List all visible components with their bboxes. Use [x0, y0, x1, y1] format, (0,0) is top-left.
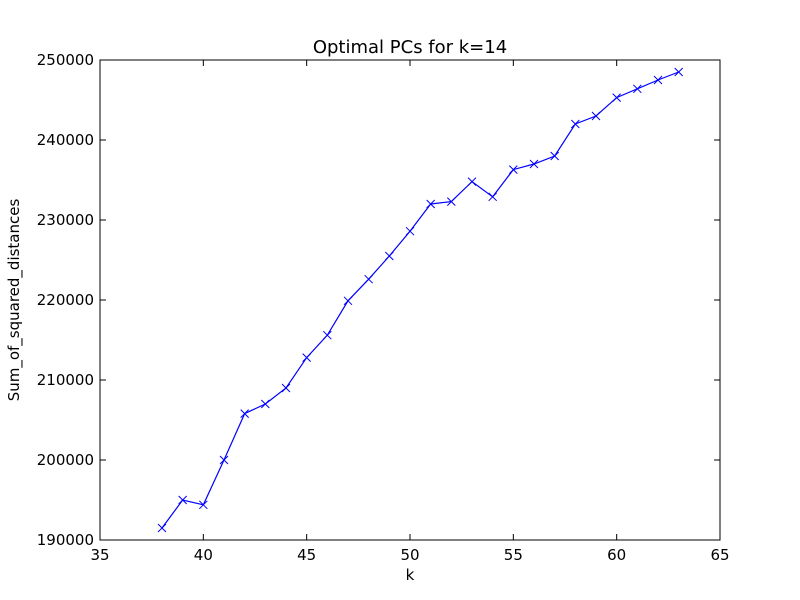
x-tick-label: 45 — [297, 546, 316, 564]
series-layer — [157, 67, 684, 533]
data-point-marker — [467, 177, 477, 186]
marker-stroke — [508, 165, 518, 174]
y-tick-label: 240000 — [37, 131, 94, 149]
data-point-marker — [488, 192, 498, 202]
marker-stroke — [674, 67, 684, 77]
y-axis-label: Sum_of_squared_distances — [5, 199, 24, 402]
data-point-marker — [674, 67, 684, 77]
y-tick-label: 210000 — [37, 371, 94, 389]
x-tick-label: 65 — [710, 546, 729, 564]
data-point-marker — [550, 151, 560, 161]
marker-stroke — [550, 151, 560, 161]
data-point-marker — [591, 111, 601, 121]
marker-stroke — [322, 330, 332, 340]
x-axis-ticks: 35 40 45 50 55 60 65 — [90, 60, 730, 564]
marker-stroke — [198, 500, 208, 510]
x-tick-label: 40 — [194, 546, 213, 564]
y-tick-label: 220000 — [37, 291, 94, 309]
marker-stroke — [157, 523, 167, 533]
data-point-marker — [426, 199, 436, 209]
y-axis-ticks: 190000 200000 210000 220000 230000 240000 2500… — [37, 51, 720, 549]
x-tick-label: 55 — [504, 546, 523, 564]
y-tick-label: 230000 — [37, 211, 94, 229]
marker-stroke — [343, 296, 353, 306]
marker-stroke — [529, 159, 539, 169]
y-tick-label: 250000 — [37, 51, 94, 69]
data-point-marker — [405, 226, 415, 236]
data-point-marker — [281, 383, 291, 393]
y-tick-label: 190000 — [37, 531, 94, 549]
marker-stroke — [240, 409, 250, 418]
data-point-marker — [529, 159, 539, 169]
x-tick-label: 35 — [90, 546, 109, 564]
data-point-marker — [446, 197, 456, 206]
marker-stroke — [467, 177, 477, 186]
marker-stroke — [364, 274, 374, 284]
data-point-marker — [260, 399, 270, 409]
data-point-marker — [508, 165, 518, 174]
chart-title: Optimal PCs for k=14 — [313, 37, 507, 58]
data-point-marker — [198, 500, 208, 510]
data-point-marker — [240, 409, 250, 418]
data-point-marker — [364, 274, 374, 284]
plot-area-frame — [99, 59, 721, 541]
marker-stroke — [612, 93, 622, 102]
marker-stroke — [653, 75, 663, 85]
data-point-marker — [384, 251, 394, 261]
marker-stroke — [405, 226, 415, 236]
data-point-marker — [219, 455, 229, 465]
data-point-marker — [178, 495, 188, 505]
x-tick-label: 60 — [607, 546, 626, 564]
data-point-marker — [612, 93, 622, 102]
marker-stroke — [302, 353, 312, 362]
data-point-marker — [343, 296, 353, 306]
marker-stroke — [384, 251, 394, 261]
marker-stroke — [281, 383, 291, 393]
marker-stroke — [426, 199, 436, 209]
marker-stroke — [488, 192, 498, 202]
y-tick-label: 200000 — [37, 451, 94, 469]
marker-stroke — [591, 111, 601, 121]
x-axis-label: k — [406, 566, 415, 584]
marker-stroke — [260, 399, 270, 409]
marker-stroke — [446, 197, 456, 206]
data-point-marker — [322, 330, 332, 340]
x-tick-label: 50 — [400, 546, 419, 564]
series-line — [161, 71, 679, 529]
data-point-marker — [653, 75, 663, 85]
marker-stroke — [570, 119, 580, 129]
data-point-marker — [157, 523, 167, 533]
data-point-marker — [570, 119, 580, 129]
data-point-marker — [302, 353, 312, 362]
data-point-marker — [632, 84, 642, 94]
marker-stroke — [219, 455, 229, 465]
marker-stroke — [632, 84, 642, 94]
marker-stroke — [178, 495, 188, 505]
